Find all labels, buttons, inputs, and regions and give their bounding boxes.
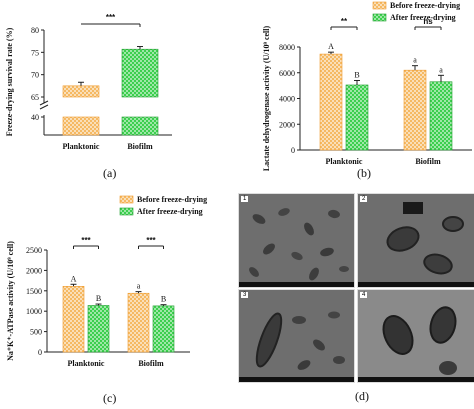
- scale-bar-4: [358, 377, 474, 382]
- y-tick-label: 2000: [279, 120, 295, 129]
- micrograph-tag-4: 4: [360, 292, 368, 298]
- legend-swatch-after: [119, 207, 134, 216]
- y-tick-label: 6000: [279, 69, 295, 78]
- bar-biofilm-before: [127, 292, 150, 353]
- chart-atpase-activity: 0 500 1000 1500 2000 2500 Na⁺K⁺-ATPase activit…: [0, 190, 237, 388]
- y-tick-label: 0: [38, 348, 42, 357]
- y-axis-label: Lactate dehydrogenase activity (U/10⁹ ce…: [262, 26, 271, 172]
- y-axis-label: Na⁺K⁺-ATPase activity (U/10⁹ cell): [6, 241, 15, 361]
- scale-bar-1: [239, 282, 354, 287]
- legend-label-before: Before freeze-drying: [137, 195, 207, 204]
- bar-biofilm-after: [152, 305, 175, 353]
- axis-break-mark: [39, 104, 49, 110]
- chart-survival-rate: 40 65 70 75 80 Freeze-drying survival rate (%…: [0, 0, 237, 165]
- group-letter: a: [137, 282, 141, 291]
- y-tick-label: 1500: [26, 287, 42, 296]
- y-tick-label: 2000: [26, 266, 42, 275]
- panel-label-c: (c): [103, 391, 117, 405]
- x-tick-label: Biofilm: [138, 359, 164, 368]
- legend-swatch-before: [372, 1, 387, 10]
- significance-label: **: [341, 17, 348, 26]
- bar-planktonic-before: [62, 286, 85, 353]
- axis-break-mark: [39, 100, 49, 106]
- bar-biofilm-upper: [121, 48, 159, 98]
- micrograph-3: 3: [238, 289, 355, 383]
- y-tick-label: 500: [30, 328, 42, 337]
- atpase-activity-svg: 0 500 1000 1500 2000 2500 Na⁺K⁺-ATPase activit…: [6, 195, 207, 368]
- legend-label-after: After freeze-drying: [390, 13, 456, 22]
- group-letter: A: [328, 42, 334, 51]
- significance-label: ***: [106, 13, 116, 22]
- group-letter: a: [439, 65, 443, 74]
- x-tick-label: Biofilm: [415, 157, 441, 166]
- micrograph-tag-1: 1: [241, 196, 249, 202]
- y-tick-label: 40: [31, 113, 39, 122]
- significance-label: ***: [81, 236, 91, 245]
- panel-label-d: (d): [355, 389, 369, 403]
- x-tick-label: Planktonic: [326, 157, 363, 166]
- y-tick-label: 70: [31, 71, 39, 80]
- bar-biofilm-after: [429, 81, 453, 151]
- bar-planktonic-after: [87, 305, 110, 353]
- y-tick-label: 80: [31, 26, 39, 35]
- micrograph-tag-3: 3: [241, 292, 249, 298]
- group-letter: A: [71, 274, 77, 283]
- bar-biofilm-lower: [121, 116, 159, 136]
- bar-planktonic-after: [345, 84, 369, 151]
- x-tick-label: Biofilm: [127, 142, 153, 151]
- y-tick-label: 75: [31, 48, 39, 57]
- micrograph-grid: 1 2 3 4: [238, 193, 474, 383]
- y-tick-label: 1000: [26, 307, 42, 316]
- micrograph-4: 4: [357, 289, 474, 383]
- y-axis-label: Freeze-drying survival rate (%): [5, 27, 14, 136]
- micrograph-1-cells: [249, 208, 349, 281]
- bar-planktonic-upper: [62, 85, 100, 98]
- legend-label-before: Before freeze-drying: [390, 1, 460, 10]
- group-letter: B: [161, 295, 166, 304]
- scale-bar-2: [358, 282, 474, 287]
- y-tick-label: 8000: [279, 43, 295, 52]
- micrograph-tag-2: 2: [360, 196, 368, 202]
- group-letter: a: [413, 56, 417, 65]
- y-tick-label: 4000: [279, 95, 295, 104]
- y-tick-label: 0: [291, 146, 295, 155]
- legend-swatch-before: [119, 195, 134, 204]
- micrograph-2-cells: [386, 202, 464, 275]
- legend-swatch-after: [372, 13, 387, 22]
- bar-planktonic-lower: [62, 116, 100, 136]
- legend-label-after: After freeze-drying: [137, 207, 203, 216]
- y-tick-label: 65: [31, 93, 39, 102]
- significance-label: ns: [423, 17, 433, 26]
- micrograph-3-cells: [255, 311, 345, 370]
- micrograph-1: 1: [238, 193, 355, 288]
- micrograph-2: 2: [357, 193, 474, 288]
- ldh-activity-svg: 0 2000 4000 6000 8000 Lactate dehydrogenase a…: [262, 1, 472, 171]
- scale-bar-3: [239, 377, 354, 382]
- chart-ldh-activity: 0 2000 4000 6000 8000 Lactate dehydrogenase a…: [240, 0, 474, 171]
- survival-rate-svg: 40 65 70 75 80 Freeze-drying survival rate (%…: [5, 13, 172, 151]
- group-letter: B: [354, 70, 359, 79]
- micrograph-4-cells: [382, 306, 457, 375]
- x-tick-label: Planktonic: [63, 142, 100, 151]
- bar-biofilm-before: [403, 69, 427, 151]
- panel-label-a: (a): [103, 166, 117, 180]
- group-letter: B: [96, 294, 101, 303]
- bar-planktonic-before: [319, 53, 343, 151]
- significance-label: ***: [146, 236, 156, 245]
- panel-label-b: (b): [357, 166, 371, 180]
- y-tick-label: 2500: [26, 246, 42, 255]
- x-tick-label: Planktonic: [68, 359, 105, 368]
